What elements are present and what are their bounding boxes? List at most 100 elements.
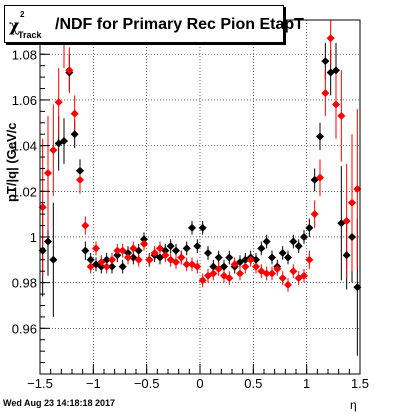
red-data-point — [145, 255, 154, 264]
black-data-point — [348, 232, 356, 241]
red-data-point — [214, 264, 223, 273]
title-box: χ 2 Track /NDF for Primary Rec Pion Etap… — [4, 5, 304, 43]
red-data-point — [262, 269, 271, 278]
red-data-point — [113, 246, 122, 255]
black-data-point — [60, 137, 68, 146]
black-data-point — [76, 166, 84, 175]
black-data-point — [316, 132, 324, 141]
red-data-point — [134, 255, 143, 264]
black-data-point — [140, 235, 148, 244]
black-data-point — [86, 255, 95, 264]
black-data-point — [97, 262, 106, 271]
black-data-point — [214, 253, 223, 262]
x-axis: −1.5 −1 −0.5 0 0.5 1 1.5 — [27, 364, 369, 391]
x-axis-label: η — [350, 398, 357, 412]
black-data-point — [342, 251, 351, 260]
chart-title: /NDF for Primary Rec Pion EtapT — [55, 16, 304, 33]
red-data-point — [70, 109, 79, 118]
red-data-point — [348, 198, 356, 207]
black-data-point — [166, 242, 175, 251]
data-points — [38, 34, 362, 292]
red-data-point — [118, 246, 127, 255]
x-tick-label: −1.5 — [27, 376, 53, 391]
red-data-point — [326, 34, 335, 43]
red-data-point — [198, 276, 207, 285]
red-data-point — [353, 185, 362, 194]
red-data-point — [92, 244, 100, 253]
red-data-point — [44, 169, 52, 178]
red-data-point — [209, 269, 218, 278]
black-data-point — [353, 283, 362, 292]
black-data-point — [70, 130, 79, 139]
red-data-point — [129, 244, 138, 253]
y-tick-label: 0.96 — [12, 321, 37, 336]
x-tick-label: 0 — [196, 376, 203, 391]
black-data-point — [278, 248, 287, 257]
red-data-point — [108, 255, 116, 264]
x-tick-label: 0.5 — [244, 376, 262, 391]
y-tick-label: 1.08 — [12, 47, 37, 62]
black-data-point — [321, 57, 330, 66]
red-data-point — [236, 269, 244, 278]
black-data-point — [49, 255, 58, 264]
red-data-point — [230, 260, 239, 269]
red-data-point — [150, 248, 159, 257]
x-tick-label: 1.5 — [351, 376, 369, 391]
red-data-point — [278, 274, 287, 283]
black-data-point — [198, 223, 207, 232]
red-data-point — [172, 258, 180, 267]
red-data-point — [321, 89, 330, 98]
y-axis-label: pT/|q| (GeV/c — [4, 122, 19, 202]
red-data-point — [305, 255, 314, 264]
red-data-point — [300, 271, 308, 280]
red-data-point — [54, 98, 63, 107]
black-data-point — [182, 244, 191, 253]
black-data-point — [257, 244, 266, 253]
black-data-point — [305, 223, 314, 232]
black-data-point — [44, 237, 52, 246]
black-data-point — [284, 253, 292, 262]
black-data-point — [118, 262, 127, 271]
red-data-point — [252, 262, 260, 271]
red-data-point — [225, 274, 234, 283]
red-data-point — [97, 258, 106, 267]
red-data-point — [246, 255, 255, 264]
red-data-point — [332, 100, 340, 109]
black-data-point — [268, 253, 276, 262]
black-data-point — [193, 242, 202, 251]
black-data-point — [225, 253, 234, 262]
x-tick-label: 1 — [303, 376, 310, 391]
title-superscript: 2 — [20, 10, 25, 19]
black-data-point — [172, 246, 180, 255]
red-data-point — [65, 66, 74, 75]
red-data-point — [193, 262, 202, 271]
red-data-point — [161, 251, 170, 260]
y-tick-label: 1.02 — [12, 184, 37, 199]
red-data-point — [102, 262, 111, 271]
red-data-point — [156, 244, 164, 253]
red-data-point — [284, 280, 292, 289]
red-data-point — [177, 253, 186, 262]
black-data-point — [300, 232, 308, 241]
y-tick-label: 1.06 — [12, 93, 37, 108]
red-data-point — [310, 210, 319, 219]
red-data-point — [124, 253, 132, 262]
black-data-point — [81, 246, 90, 255]
black-data-point — [262, 237, 271, 246]
black-data-point — [289, 237, 298, 246]
red-data-point — [182, 260, 191, 269]
black-data-point — [204, 248, 212, 257]
black-data-point — [252, 255, 260, 264]
y-tick-label: 1 — [30, 230, 37, 245]
black-data-point — [108, 262, 116, 271]
title-subscript: Track — [18, 30, 42, 40]
x-tick-label: −0.5 — [134, 376, 160, 391]
red-data-point — [241, 262, 250, 271]
y-tick-label: 0.98 — [12, 276, 37, 291]
red-data-point — [342, 216, 351, 225]
y-axis-label-text: pT/|q| (GeV/c — [4, 122, 19, 202]
red-data-point — [273, 264, 282, 273]
x-tick-label: −1 — [86, 376, 101, 391]
red-data-point — [49, 146, 58, 155]
